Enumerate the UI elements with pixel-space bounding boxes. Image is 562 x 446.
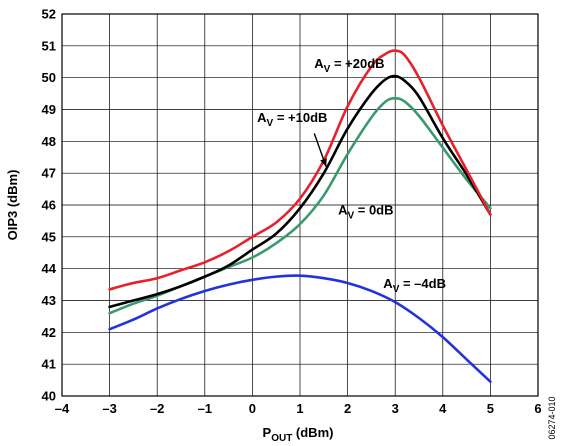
x-tick-label: 4	[439, 401, 447, 416]
x-tick-label: 6	[534, 401, 541, 416]
annotation-av-minus4db: AV = –4dB	[383, 276, 446, 295]
x-axis-label: POUT (dBm)	[263, 425, 334, 444]
y-tick-label: 47	[42, 166, 56, 181]
annotation-rest: = 0dB	[354, 203, 393, 218]
x-tick-label: 3	[392, 401, 399, 416]
grid	[62, 14, 538, 396]
y-tick-label: 51	[42, 38, 56, 53]
plot-frame	[61, 13, 539, 397]
annotation-rest: = +20dB	[330, 56, 384, 71]
y-tick-label: 52	[42, 7, 56, 22]
annotation-main: A	[257, 110, 267, 125]
annotation-main: A	[314, 56, 324, 71]
annotation-sub: V	[324, 64, 331, 75]
y-axis-label: OIP3 (dBm)	[5, 170, 20, 241]
series-line-av-minus4db	[108, 274, 492, 383]
annotation-main: A	[338, 203, 348, 218]
x-tick-label: 1	[296, 401, 303, 416]
series-line-av-10db	[108, 74, 492, 309]
x-tick-labels: –4 –3 –2 –1 0 1 2 3 4 5 6	[55, 401, 542, 416]
y-tick-label: 43	[42, 293, 56, 308]
y-tick-label: 40	[42, 389, 56, 404]
x-tick-label: –2	[150, 401, 164, 416]
annotation-sub: V	[393, 284, 400, 295]
x-axis-label-sub: OUT	[271, 433, 292, 444]
y-tick-label: 48	[42, 134, 56, 149]
y-tick-label: 49	[42, 102, 56, 117]
x-tick-label: 2	[344, 401, 351, 416]
annotation-av-0db: AV = 0dB	[338, 203, 393, 222]
x-axis-label-rest: (dBm)	[292, 425, 333, 440]
y-tick-label: 46	[42, 198, 56, 213]
annotation-rest: = +10dB	[273, 110, 327, 125]
x-axis-label-main: P	[263, 425, 272, 440]
y-tick-label: 41	[42, 357, 56, 372]
annotation-arrow-head	[320, 158, 327, 167]
y-tick-label: 45	[42, 229, 56, 244]
x-tick-label: –4	[55, 401, 70, 416]
annotation-sub: V	[267, 118, 274, 129]
annotation-av-10db: AV = +10dB	[257, 110, 327, 129]
x-tick-label: –3	[102, 401, 116, 416]
annotation-sub: V	[347, 211, 354, 222]
annotation-av-20db: AV = +20dB	[314, 56, 384, 75]
y-tick-label: 50	[42, 70, 56, 85]
y-tick-label: 42	[42, 325, 56, 340]
x-tick-label: –1	[198, 401, 212, 416]
y-tick-labels: 40 41 42 43 44 45 46 47 48 49 50 51 52	[42, 7, 57, 404]
annotations: AV = +20dB AV = +10dB AV = 0dB AV = –4dB	[257, 56, 446, 295]
x-tick-label: 0	[249, 401, 256, 416]
y-tick-label: 44	[42, 261, 57, 276]
annotation-main: A	[383, 276, 393, 291]
figure-id: 06274-010	[547, 396, 557, 439]
annotation-rest: = –4dB	[399, 276, 446, 291]
x-tick-label: 5	[487, 401, 494, 416]
